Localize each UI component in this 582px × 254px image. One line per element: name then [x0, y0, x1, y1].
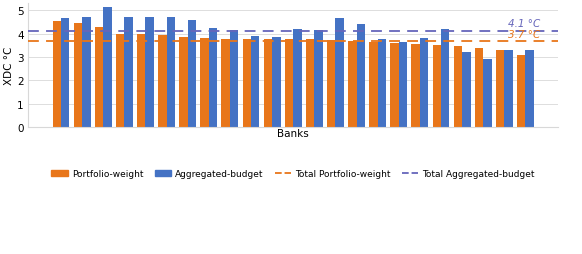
Text: 4.1 °C: 4.1 °C [508, 19, 540, 29]
Bar [243, 40, 251, 128]
Bar [306, 40, 314, 128]
Bar [264, 40, 272, 128]
Bar [146, 18, 154, 128]
Bar [462, 53, 471, 128]
Bar [314, 31, 323, 128]
Text: 3.7 °C: 3.7 °C [508, 29, 540, 40]
Bar [517, 56, 526, 128]
Bar [221, 40, 230, 128]
Bar [158, 36, 166, 128]
Bar [391, 44, 399, 128]
Bar [61, 19, 69, 128]
Legend: Portfolio-weight, Aggregated-budget, Total Portfolio-weight, Total Aggregated-bu: Portfolio-weight, Aggregated-budget, Tot… [48, 166, 538, 182]
Bar [505, 51, 513, 128]
Bar [187, 20, 196, 128]
Bar [453, 47, 462, 128]
Bar [432, 46, 441, 128]
Bar [369, 42, 378, 128]
Bar [378, 40, 386, 128]
Bar [335, 19, 344, 128]
Bar [293, 30, 301, 128]
Bar [411, 45, 420, 128]
Bar [95, 27, 103, 128]
Bar [230, 31, 238, 128]
Bar [327, 41, 335, 128]
Bar [125, 18, 133, 128]
Bar [200, 39, 209, 128]
Bar [420, 39, 428, 128]
Bar [116, 34, 125, 128]
Bar [483, 60, 492, 128]
Bar [179, 38, 187, 128]
X-axis label: Banks: Banks [278, 129, 309, 139]
Bar [496, 51, 505, 128]
Bar [357, 25, 365, 128]
Bar [52, 22, 61, 128]
Bar [475, 49, 483, 128]
Bar [73, 24, 82, 128]
Bar [441, 30, 449, 128]
Bar [103, 8, 112, 128]
Bar [272, 38, 281, 128]
Y-axis label: XDC °C: XDC °C [4, 47, 14, 85]
Bar [526, 51, 534, 128]
Bar [285, 40, 293, 128]
Bar [166, 18, 175, 128]
Bar [82, 18, 91, 128]
Bar [251, 37, 260, 128]
Bar [209, 29, 217, 128]
Bar [137, 34, 146, 128]
Bar [348, 42, 357, 128]
Bar [399, 43, 407, 128]
